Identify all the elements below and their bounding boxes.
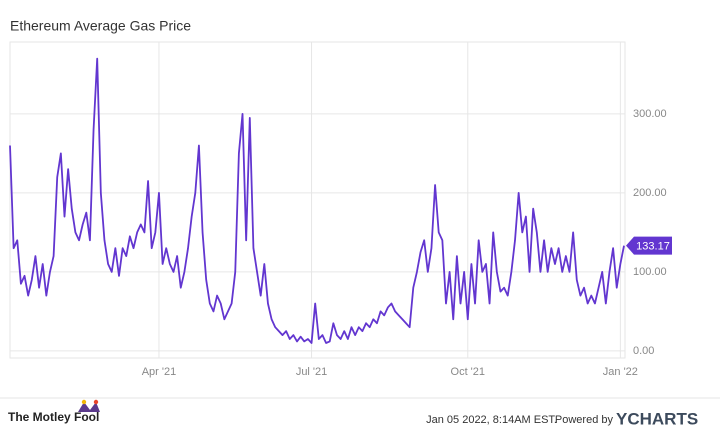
x-tick-label: Oct '21 bbox=[451, 366, 486, 378]
x-tick-label: Apr '21 bbox=[142, 366, 177, 378]
jester-bell bbox=[81, 399, 87, 405]
publisher: The Motley Fool bbox=[8, 410, 99, 424]
x-tick-label: Jan '22 bbox=[603, 366, 638, 378]
chart-title: Ethereum Average Gas Price bbox=[10, 18, 191, 34]
motley-fool-logo: The Motley Fool bbox=[8, 399, 100, 424]
jester-hat bbox=[78, 402, 100, 412]
series-line bbox=[9, 57, 625, 344]
plot-frame bbox=[9, 41, 626, 359]
jester-bell bbox=[93, 399, 99, 405]
y-tick-label: 200.00 bbox=[633, 187, 667, 199]
last-value-label: 133.17 bbox=[636, 241, 670, 253]
labels: 0.00 100.00 200.00 300.00 Apr '21 Jul '21 Oct … bbox=[142, 108, 672, 378]
y-tick-label: 100.00 bbox=[633, 266, 667, 278]
powered-by: Powered by bbox=[555, 414, 614, 426]
provider-logo: YCHARTS bbox=[616, 409, 698, 428]
timestamp: Jan 05 2022, 8:14AM EST. bbox=[426, 414, 557, 426]
y-tick-label: 300.00 bbox=[633, 108, 667, 120]
y-tick-label: 0.00 bbox=[633, 345, 654, 357]
last-value-flag bbox=[626, 236, 672, 255]
lines bbox=[9, 57, 625, 344]
x-tick-label: Jul '21 bbox=[296, 366, 327, 378]
